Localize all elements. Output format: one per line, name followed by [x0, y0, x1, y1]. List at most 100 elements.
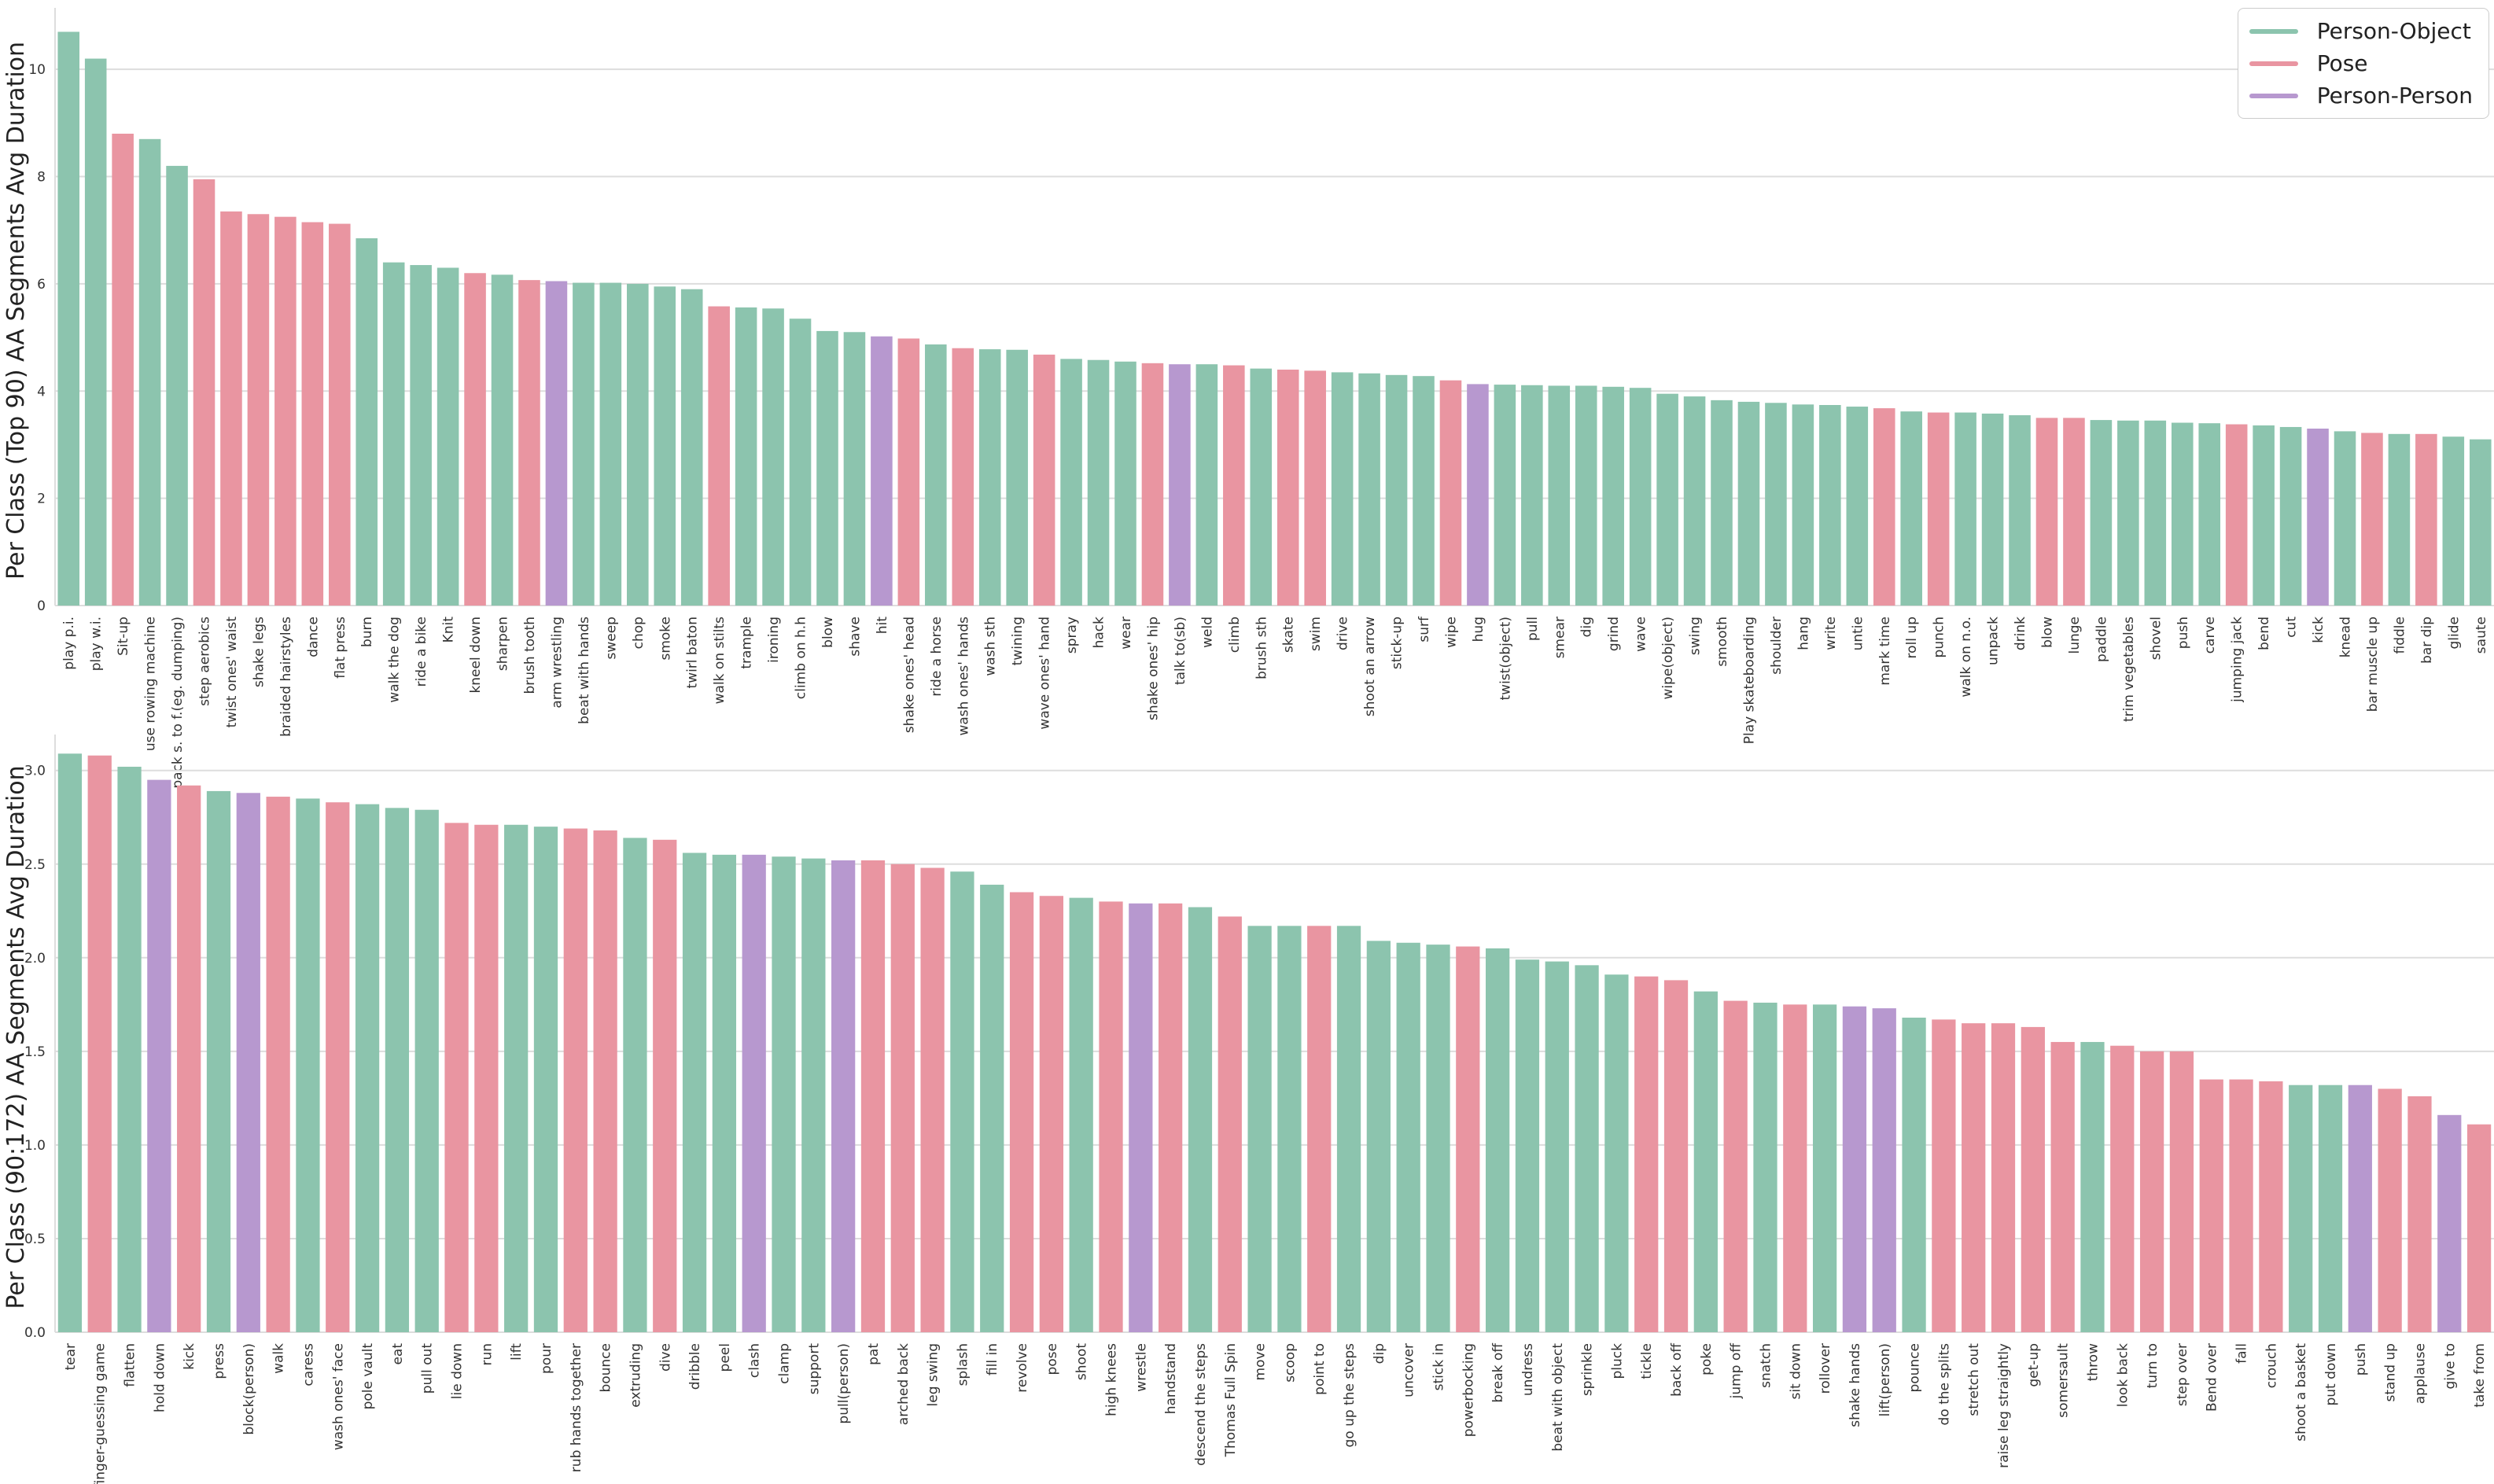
y-tick-label: 4: [37, 384, 46, 400]
bar: [1846, 407, 1869, 606]
y-tick-label: 1.0: [24, 1138, 46, 1154]
bar: [138, 138, 161, 606]
bar: [1954, 412, 1976, 606]
x-tick-label: stretch out: [1966, 1343, 1982, 1416]
bar: [2139, 1051, 2164, 1332]
x-tick-label: undress: [1520, 1343, 1536, 1396]
bar: [1129, 903, 1153, 1332]
x-tick-label: swim: [1308, 617, 1324, 651]
bar: [952, 348, 974, 606]
bar: [1223, 365, 1245, 606]
x-tick-label: hack: [1092, 617, 1107, 649]
bar: [1009, 892, 1034, 1332]
bar: [1629, 388, 1652, 606]
x-tick-label: leg swing: [926, 1343, 941, 1406]
x-tick-label: wave ones' hand: [1037, 617, 1053, 730]
x-tick-label: shake ones' hip: [1145, 617, 1161, 720]
bar: [1247, 926, 1272, 1332]
bar: [464, 273, 486, 606]
bar: [897, 338, 920, 606]
x-tick-label: point to: [1312, 1343, 1328, 1395]
bar: [1711, 400, 1733, 606]
x-tick-label: snatch: [1758, 1343, 1774, 1388]
bar: [177, 785, 201, 1332]
bar: [1872, 1008, 1896, 1332]
x-tick-label: wash sth: [983, 617, 999, 676]
bar: [355, 804, 380, 1332]
y-axis-title: Per Class (90:172) AA Segments Avg Durat…: [2, 765, 30, 1309]
bar: [437, 267, 459, 606]
x-tick-label: hit: [875, 617, 890, 634]
bar: [623, 838, 647, 1332]
bar: [1819, 405, 1841, 606]
x-tick-label: lunge: [2067, 617, 2083, 654]
bar: [1683, 396, 1706, 606]
x-tick-label: sharpen: [495, 617, 511, 671]
bar: [533, 827, 558, 1332]
x-tick-label: poke: [1699, 1343, 1715, 1375]
x-tick-label: uncover: [1402, 1343, 1417, 1397]
y-tick-label: 3.0: [24, 764, 46, 779]
bar: [708, 306, 730, 606]
x-tick-label: mark time: [1877, 617, 1893, 686]
y-tick-label: 0.5: [24, 1232, 46, 1247]
x-tick-label: pack s. to f.(eg. dumping): [170, 617, 186, 789]
bar: [978, 349, 1001, 606]
bar: [266, 797, 290, 1332]
x-tick-label: hang: [1796, 617, 1811, 650]
bar: [950, 871, 974, 1332]
x-tick-label: rollover: [1818, 1343, 1833, 1394]
x-tick-label: back off: [1669, 1342, 1685, 1397]
x-tick-label: skate: [1281, 617, 1297, 653]
x-tick-label: shoulder: [1769, 617, 1785, 675]
bar: [980, 884, 1004, 1332]
x-tick-label: walk on n.o.: [1958, 617, 1974, 698]
x-tick-label: pole vault: [360, 1343, 376, 1410]
x-tick-label: glide: [2446, 617, 2462, 650]
x-tick-label: twirl baton: [685, 617, 701, 688]
bar: [220, 211, 242, 606]
bar: [2050, 1041, 2075, 1332]
x-tick-label: wipe(object): [1660, 617, 1676, 700]
bar: [1602, 386, 1624, 606]
bar: [2225, 424, 2248, 606]
x-tick-label: beat with object: [1550, 1343, 1566, 1452]
bar: [236, 793, 260, 1332]
bar: [2318, 1084, 2343, 1332]
bar: [2117, 420, 2139, 606]
x-tick-label: pour: [539, 1343, 554, 1374]
x-tick-label: throw: [2085, 1343, 2101, 1381]
x-tick-label: pounce: [1907, 1343, 1923, 1393]
x-tick-label: splash: [955, 1343, 971, 1386]
x-tick-label: twining: [1010, 617, 1026, 665]
bar: [1385, 374, 1408, 606]
bar: [1604, 974, 1629, 1332]
x-tick-label: clamp: [777, 1343, 793, 1384]
bar: [504, 824, 529, 1332]
bar: [2361, 433, 2383, 606]
bar: [682, 852, 707, 1332]
bar: [2035, 418, 2058, 606]
x-tick-label: bar muscle up: [2365, 617, 2381, 712]
x-tick-label: caress: [300, 1343, 316, 1386]
bar: [2466, 1124, 2492, 1332]
bar: [2253, 425, 2275, 606]
x-tick-label: shovel: [2148, 617, 2164, 660]
bar: [1358, 373, 1380, 606]
x-tick-label: dribble: [687, 1343, 703, 1390]
bar: [385, 808, 410, 1332]
bar: [1494, 385, 1516, 606]
bar: [593, 830, 617, 1332]
x-tick-label: arm wrestling: [549, 617, 565, 709]
x-tick-label: sprinkle: [1580, 1343, 1596, 1396]
bar: [1366, 941, 1391, 1332]
bar: [1114, 361, 1136, 606]
bar: [1902, 1018, 1926, 1332]
x-tick-label: walk: [271, 1343, 287, 1374]
x-tick-label: turn to: [2145, 1343, 2161, 1388]
x-tick-label: move: [1253, 1343, 1269, 1380]
bar: [2198, 423, 2220, 606]
bar: [890, 864, 915, 1332]
bar: [1693, 991, 1718, 1332]
